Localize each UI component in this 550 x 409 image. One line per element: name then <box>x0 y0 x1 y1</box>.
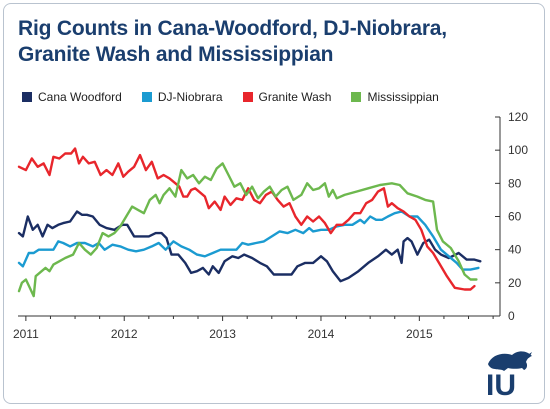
chart-legend: Cana Woodford DJ-Niobrara Granite Wash Miss… <box>22 90 459 104</box>
x-tick-label: 2011 <box>13 327 39 341</box>
legend-label: Cana Woodford <box>38 90 122 104</box>
line-chart: 0 20 40 60 80 100 120 2011 2012 2013 2014 2015 <box>13 110 528 341</box>
chart-title: Rig Counts in Cana-Woodford, DJ-Niobrara… <box>18 17 447 66</box>
legend-label: Granite Wash <box>258 90 332 104</box>
x-tick-label: 2015 <box>406 327 433 341</box>
legend-item: Mississippian <box>351 90 439 104</box>
chart-frame: Rig Counts in Cana-Woodford, DJ-Niobrara… <box>3 3 545 404</box>
legend-swatch <box>242 92 253 102</box>
series-line-mississippian <box>17 162 478 298</box>
legend-label: Mississippian <box>367 90 439 104</box>
x-tick-label: 2013 <box>209 327 236 341</box>
legend-label: DJ-Niobrara <box>157 90 223 104</box>
y-tick-label: 40 <box>508 243 522 257</box>
legend-item: Cana Woodford <box>22 90 122 104</box>
x-tick-label: 2012 <box>111 327 138 341</box>
legend-item: DJ-Niobrara <box>141 90 223 104</box>
svg-text:IU: IU <box>486 369 516 398</box>
brand-logo-icon: IU <box>486 351 532 398</box>
y-tick-label: 80 <box>508 176 522 190</box>
y-tick-label: 0 <box>508 309 515 323</box>
y-tick-label: 100 <box>508 143 528 157</box>
chart-series <box>17 147 482 298</box>
series-line-granite-wash <box>17 147 476 291</box>
y-tick-label: 120 <box>508 110 528 124</box>
legend-swatch <box>141 92 152 102</box>
legend-swatch <box>351 92 362 102</box>
y-tick-label: 60 <box>508 210 522 224</box>
legend-swatch <box>22 92 32 102</box>
legend-item: Granite Wash <box>242 90 332 104</box>
series-line-cana-woodford <box>17 210 482 283</box>
series-line-dj-niobrara <box>17 210 480 271</box>
y-tick-label: 20 <box>508 276 522 290</box>
chart-axes: 0 20 40 60 80 100 120 2011 2012 2013 2014 2015 <box>13 110 528 341</box>
x-tick-label: 2014 <box>308 327 335 341</box>
